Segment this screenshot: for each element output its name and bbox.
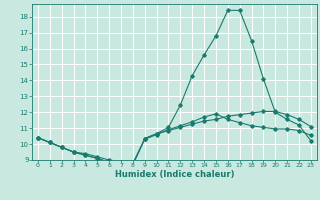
X-axis label: Humidex (Indice chaleur): Humidex (Indice chaleur) [115,170,234,179]
